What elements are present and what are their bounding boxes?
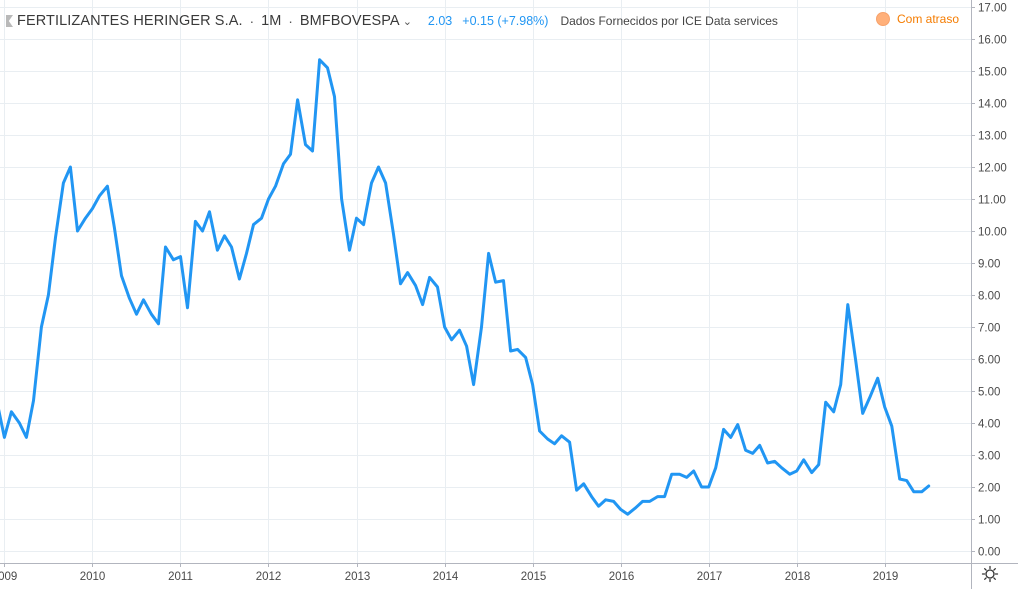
y-tick-label: 11.00 (978, 195, 1006, 207)
x-tick-label: 2010 (80, 571, 106, 583)
y-tick-label: 7.00 (978, 323, 1000, 335)
flag-icon[interactable] (6, 15, 13, 27)
x-tick-label: 2011 (168, 571, 193, 583)
last-price: 2.03 (427, 14, 453, 28)
y-tick-label: 9.00 (978, 259, 1000, 271)
y-tick-label: 1.00 (978, 515, 1000, 527)
y-tick-label: 13.00 (978, 131, 1007, 143)
x-tick-label: 2009 (0, 571, 17, 583)
x-tick-label: 2012 (256, 571, 282, 583)
gear-icon[interactable] (981, 565, 999, 583)
exchange[interactable]: BMFBOVESPA (299, 13, 400, 29)
price-change: +0.15 (+7.98%) (462, 14, 549, 28)
chevron-down-icon[interactable]: ⌄ (402, 15, 412, 28)
y-tick-label: 12.00 (978, 163, 1007, 175)
interval[interactable]: 1M (261, 13, 282, 29)
symbol-name[interactable]: FERTILIZANTES HERINGER S.A. (17, 13, 243, 29)
data-source: Dados Fornecidos por ICE Data services (560, 14, 778, 28)
y-tick-label: 5.00 (978, 387, 1000, 399)
x-tick-label: 2015 (521, 571, 547, 583)
y-tick-label: 14.00 (978, 99, 1007, 111)
separator: · (284, 13, 297, 29)
status-label: Com atraso (897, 12, 960, 26)
price-axis[interactable]: 0.00 1.00 2.00 3.00 4.00 5.00 6.00 7.00 8.00 9.00… (971, 3, 1007, 559)
x-tick-label: 2013 (345, 571, 371, 583)
y-tick-label: 17.00 (978, 3, 1007, 15)
price-line (0, 58, 931, 516)
x-tick-label: 2014 (433, 571, 459, 583)
time-axis[interactable]: 2009 2010 2011 2012 2013 2014 2015 2016 2017 2018… (0, 563, 898, 583)
y-tick-label: 10.00 (978, 227, 1007, 239)
x-tick-label: 2016 (609, 571, 635, 583)
legend-header: FERTILIZANTES HERINGER S.A. · 1M · BMFBO… (6, 8, 778, 34)
y-tick-label: 4.00 (978, 419, 1000, 431)
x-tick-label: 2019 (873, 571, 899, 583)
x-tick-label: 2018 (785, 571, 811, 583)
separator: · (245, 13, 259, 29)
grid (0, 0, 971, 563)
y-tick-label: 0.00 (978, 547, 1000, 559)
y-tick-label: 15.00 (978, 67, 1007, 79)
status-dot-icon (876, 12, 890, 26)
y-tick-label: 3.00 (978, 451, 1000, 463)
delayed-status[interactable]: Com atraso (876, 12, 959, 26)
y-tick-label: 16.00 (978, 35, 1007, 47)
y-tick-label: 2.00 (978, 483, 1000, 495)
y-tick-label: 6.00 (978, 355, 1000, 367)
y-tick-label: 8.00 (978, 291, 1000, 303)
x-tick-label: 2017 (697, 571, 723, 583)
